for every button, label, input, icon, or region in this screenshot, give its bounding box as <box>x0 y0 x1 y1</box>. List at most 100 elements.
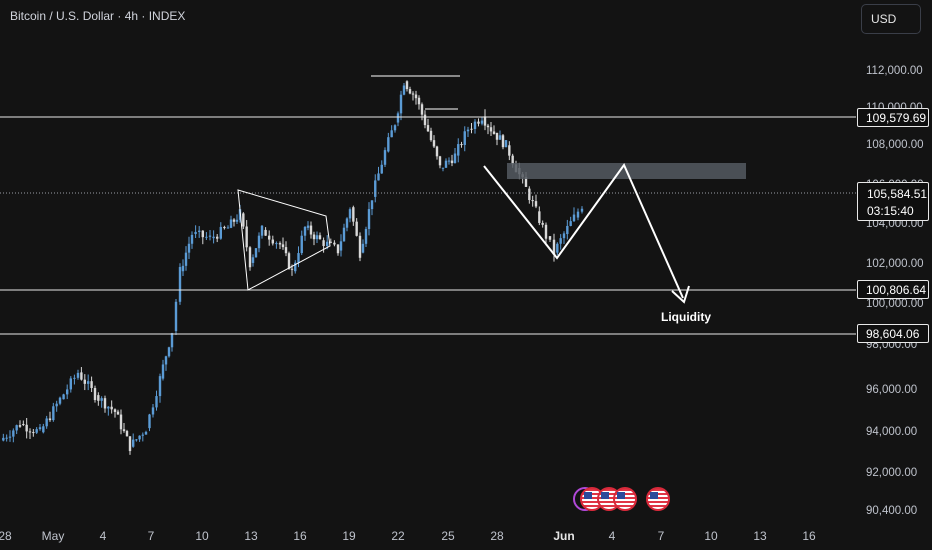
x-tick-label: 28 <box>0 529 12 543</box>
candle-body <box>486 125 490 128</box>
candle-body <box>408 89 412 94</box>
candle-body <box>345 218 349 228</box>
candle-body <box>309 225 313 235</box>
candle-body <box>566 225 569 235</box>
candle-body <box>278 243 282 245</box>
level-tag-109579[interactable]: 109,579.69 <box>857 108 929 127</box>
candle-body <box>541 222 544 225</box>
candle-body <box>260 225 264 236</box>
candle-body <box>374 180 377 197</box>
y-tick-label: 94,000.00 <box>866 426 918 438</box>
candle-body <box>223 226 226 229</box>
projection-arrowhead <box>671 285 690 304</box>
candle-body <box>438 156 442 166</box>
candles-group <box>2 80 584 455</box>
candle-body <box>155 396 158 408</box>
candle-body <box>524 177 528 187</box>
candle-body <box>235 219 239 222</box>
candle-body <box>501 135 505 148</box>
candle-body <box>12 430 15 437</box>
candle-body <box>184 252 188 266</box>
flag-canton <box>617 492 625 499</box>
candle-body <box>466 129 470 132</box>
candle-body <box>242 213 245 227</box>
currency-button[interactable]: USD <box>861 4 921 34</box>
candle-body <box>457 144 460 156</box>
candle-body <box>417 97 421 105</box>
x-tick-label: 7 <box>657 529 665 543</box>
candle-body <box>377 173 380 181</box>
candle-body <box>83 379 86 384</box>
candle-body <box>208 235 212 237</box>
candle-body <box>396 113 400 123</box>
candle-body <box>303 226 307 236</box>
candle-body <box>390 130 393 138</box>
candle-body <box>470 128 473 130</box>
level-tag-100806[interactable]: 100,806.64 <box>857 280 929 299</box>
candle-body <box>364 229 368 244</box>
candle-body <box>76 372 80 378</box>
projection-path[interactable] <box>483 163 684 299</box>
candle-body <box>572 214 576 222</box>
x-tick-label: Jun <box>553 529 575 543</box>
candle-body <box>119 414 123 430</box>
candle-body <box>107 406 110 409</box>
candle-body <box>426 125 430 132</box>
us-flag-event-icon[interactable] <box>613 487 637 511</box>
candle-body <box>460 144 463 146</box>
y-tick-label: 90,400.00 <box>866 505 918 517</box>
us-flag-event-icon[interactable] <box>646 487 670 511</box>
level-tag-98604[interactable]: 98,604.06 <box>857 324 929 343</box>
candle-body <box>32 432 35 434</box>
candle-body <box>315 235 319 240</box>
candle-body <box>141 434 144 436</box>
x-tick-label: 16 <box>293 529 307 543</box>
candle-body <box>93 388 97 401</box>
candle-body <box>528 188 531 201</box>
candle-body <box>116 411 120 415</box>
candle-body <box>110 406 113 410</box>
candle-body <box>534 201 538 207</box>
x-tick-label: May <box>41 529 65 543</box>
candle-body <box>138 435 141 440</box>
candle-body <box>100 398 103 401</box>
x-tick-label: 7 <box>147 529 155 543</box>
candle-body <box>580 208 584 212</box>
candle-body <box>205 236 208 238</box>
triangle-pattern[interactable] <box>237 189 331 291</box>
candle-body <box>423 114 427 126</box>
candle-body <box>281 244 285 248</box>
candle-body <box>441 167 445 169</box>
candle-body <box>8 436 12 438</box>
current-price-value: 105,584.51 <box>867 187 928 201</box>
y-tick-label: 92,000.00 <box>866 467 918 479</box>
candle-body <box>113 409 117 412</box>
candle-body <box>52 406 55 421</box>
candle-body <box>480 120 484 124</box>
x-tick-label: 13 <box>244 529 258 543</box>
candle-body <box>444 160 448 168</box>
candle-body <box>187 243 191 253</box>
candle-body <box>90 381 93 389</box>
candle-body <box>435 146 439 157</box>
x-tick-label: 22 <box>391 529 405 543</box>
candle-body <box>383 150 387 165</box>
candle-body <box>161 364 165 379</box>
candle-body <box>45 418 48 427</box>
candle-body <box>148 414 151 429</box>
candle-body <box>69 378 72 390</box>
candle-body <box>275 243 278 245</box>
current-price-tag[interactable]: 105,584.51 03:15:40 <box>857 182 929 221</box>
candle-body <box>508 145 511 156</box>
candle-body <box>531 200 534 202</box>
flag-canton <box>650 492 658 499</box>
candle-body <box>167 347 171 357</box>
candle-body <box>232 219 236 222</box>
y-tick-label: 112,000.00 <box>866 65 923 77</box>
candle-body <box>306 225 310 228</box>
candle-body <box>229 219 233 228</box>
x-tick-label: 10 <box>195 529 209 543</box>
candle-body <box>380 164 383 174</box>
